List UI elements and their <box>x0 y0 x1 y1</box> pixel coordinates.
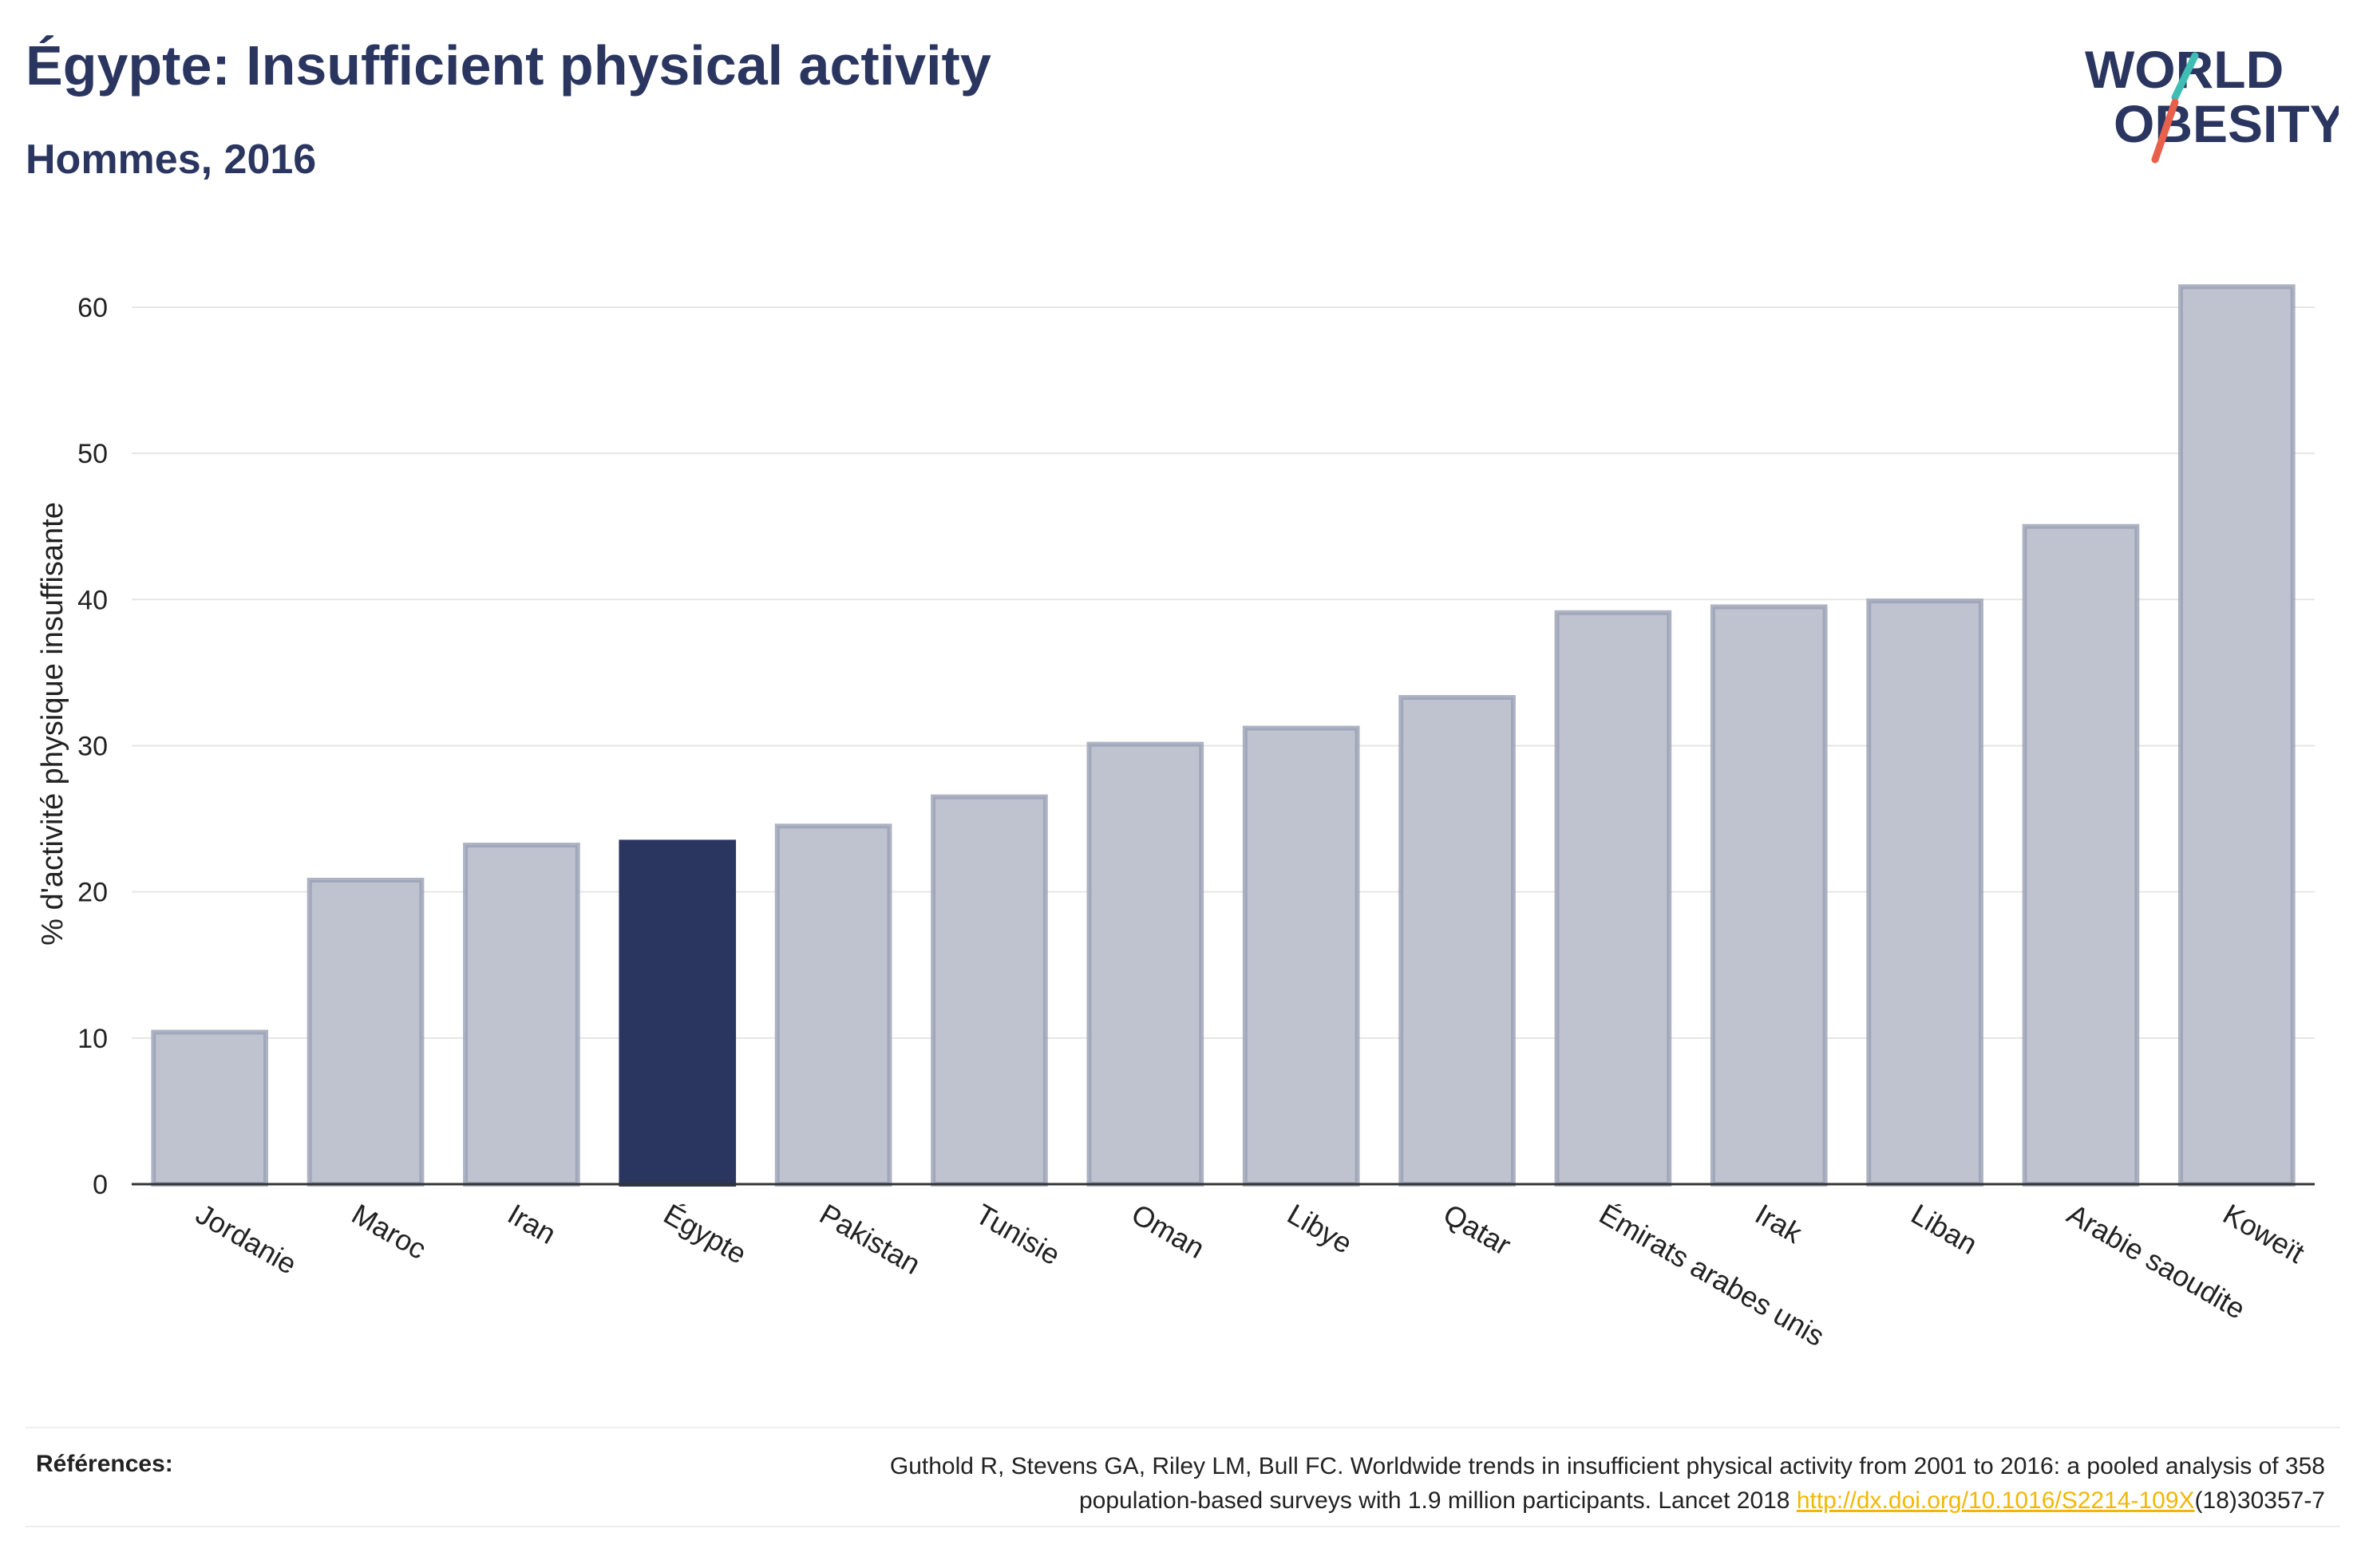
bar <box>2022 523 2140 1187</box>
footer-divider-bottom <box>26 1526 2340 1527</box>
x-tick-label: Koweït <box>2217 1197 2310 1270</box>
bar <box>1866 598 1983 1187</box>
x-tick-label: Pakistan <box>814 1197 926 1281</box>
logo-slash-coral <box>2151 98 2179 164</box>
x-tick-label: Liban <box>1906 1197 1983 1261</box>
logo-slash-teal <box>2171 52 2199 101</box>
y-tick-label: 10 <box>77 1024 108 1054</box>
y-tick-label: 0 <box>93 1170 108 1200</box>
x-tick-label: Maroc <box>346 1197 432 1266</box>
bar <box>1554 610 1672 1187</box>
bar <box>619 839 737 1187</box>
bar <box>1710 604 1828 1187</box>
x-tick-label: Libye <box>1282 1197 1358 1260</box>
x-tick-label: Iran <box>502 1197 561 1250</box>
logo-line1: WORLD <box>2085 40 2284 99</box>
y-tick-label: 60 <box>77 293 108 323</box>
x-tick-label: Irak <box>1750 1197 1808 1250</box>
y-tick-label: 20 <box>77 878 108 908</box>
bar <box>1242 725 1360 1187</box>
bar <box>931 794 1048 1187</box>
y-axis-label: % d'activité physique insuffisante <box>36 502 69 946</box>
y-tick-label: 30 <box>77 731 108 761</box>
x-tick-label: Jordanie <box>191 1197 303 1281</box>
x-tick-label: Qatar <box>1438 1197 1517 1262</box>
bar <box>1398 695 1516 1187</box>
bar <box>2177 284 2296 1187</box>
footer-divider-top <box>26 1427 2340 1428</box>
chart-title: Égypte: Insufficient physical activity <box>26 34 991 97</box>
bar-chart: 0 10 20 30 40 50 60 Jordanie Maroc Iran Égypte Paki… <box>36 284 2315 1353</box>
bar <box>306 877 425 1187</box>
bar <box>774 823 892 1187</box>
references-text: Guthold R, Stevens GA, Riley LM, Bull FC… <box>489 1449 2325 1518</box>
chart-subtitle: Hommes, 2016 <box>26 136 317 183</box>
reference-line2: population-based surveys with 1.9 millio… <box>1078 1487 1797 1514</box>
x-tick-label: Tunisie <box>970 1197 1066 1271</box>
y-tick-label: 50 <box>77 439 108 469</box>
reference-line2-end: (18)30357-7 <box>2194 1487 2325 1514</box>
references-label: Références: <box>36 1451 173 1477</box>
reference-line1: Guthold R, Stevens GA, Riley LM, Bull FC… <box>889 1453 2325 1479</box>
x-tick-label: Égypte <box>658 1197 753 1270</box>
x-tick-label: Oman <box>1126 1197 1210 1265</box>
bar <box>151 1029 269 1187</box>
logo-line2: OBESITY <box>2114 94 2339 153</box>
reference-doi-link[interactable]: http://dx.doi.org/10.1016/S2214-109X <box>1796 1487 2195 1514</box>
bar <box>463 843 580 1187</box>
bar <box>1086 741 1204 1187</box>
y-tick-label: 40 <box>77 585 108 615</box>
world-obesity-logo: WORLD OBESITY <box>2085 40 2339 164</box>
